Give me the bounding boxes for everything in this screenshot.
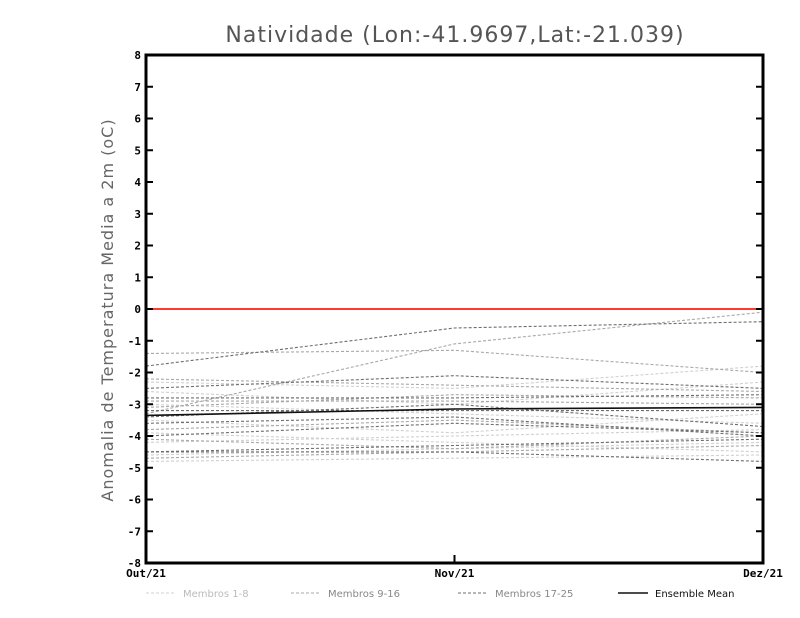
series-line-member-15 (145, 435, 764, 450)
y-tick-label: 7 (134, 81, 141, 94)
ensemble-mean-line (145, 406, 764, 417)
y-tick-label: -4 (128, 430, 142, 443)
y-tick-label: -1 (128, 335, 142, 348)
y-axis-label: Anomalia de Temperatura Media a 2m (oC) (98, 118, 117, 501)
y-tick-label: -6 (128, 494, 142, 507)
series-line-member-16 (145, 444, 764, 459)
series-line-member-11 (145, 378, 764, 393)
series-line-member-25 (146, 451, 764, 462)
legend-label-3: Membros 17-25 (495, 589, 573, 600)
chart-title: Natividade (Lon:-41.9697,Lat:-21.039) (225, 23, 684, 48)
y-tick-label: -8 (128, 557, 141, 570)
y-tick-label: -7 (128, 525, 141, 538)
x-tick-label: Out/21 (126, 567, 166, 580)
legend-label-4: Ensemble Mean (655, 589, 734, 600)
series-line-member-17 (145, 321, 764, 367)
series-line-member-10 (145, 311, 764, 415)
series-line-member-5 (145, 432, 764, 453)
series-line-member-8 (145, 454, 764, 462)
legend-label-1: Membros 1-8 (183, 589, 249, 600)
series-line-member-9 (145, 349, 764, 374)
legend: Membros 1-8 Membros 9-16 Membros 17-25 Ense… (146, 589, 734, 600)
series-line-member-23 (145, 422, 764, 437)
y-tick-label: 1 (134, 271, 141, 284)
series-line-member-4 (145, 413, 764, 434)
series-line-member-19 (146, 394, 764, 399)
x-tick-label: Dez/21 (743, 567, 783, 580)
y-tick-label: 3 (134, 208, 141, 221)
x-tick-label: Nov/21 (435, 567, 475, 580)
series-layer (145, 311, 764, 462)
series-line-member-22 (145, 416, 764, 437)
series-line-member-12 (146, 400, 764, 405)
legend-label-2: Membros 9-16 (328, 589, 400, 600)
series-line-member-14 (145, 419, 764, 434)
y-tick-label: 8 (134, 49, 141, 62)
y-tick-label: 4 (134, 176, 141, 189)
y-tick-label: -5 (128, 462, 141, 475)
y-tick-label: 6 (134, 113, 141, 126)
series-line-member-24 (145, 438, 764, 453)
series-line-member-2 (145, 381, 764, 405)
y-tick-label: -2 (128, 367, 141, 380)
series-line-member-3 (145, 403, 764, 424)
y-tick-label: 5 (134, 144, 141, 157)
y-tick-label: 2 (134, 240, 141, 253)
series-line-member-7 (145, 441, 764, 456)
y-tick-label: -3 (128, 398, 141, 411)
series-line-member-6 (145, 429, 764, 443)
series-line-member-13 (145, 394, 764, 408)
series-line-member-18 (145, 375, 764, 389)
y-tick-label: 0 (134, 303, 141, 316)
